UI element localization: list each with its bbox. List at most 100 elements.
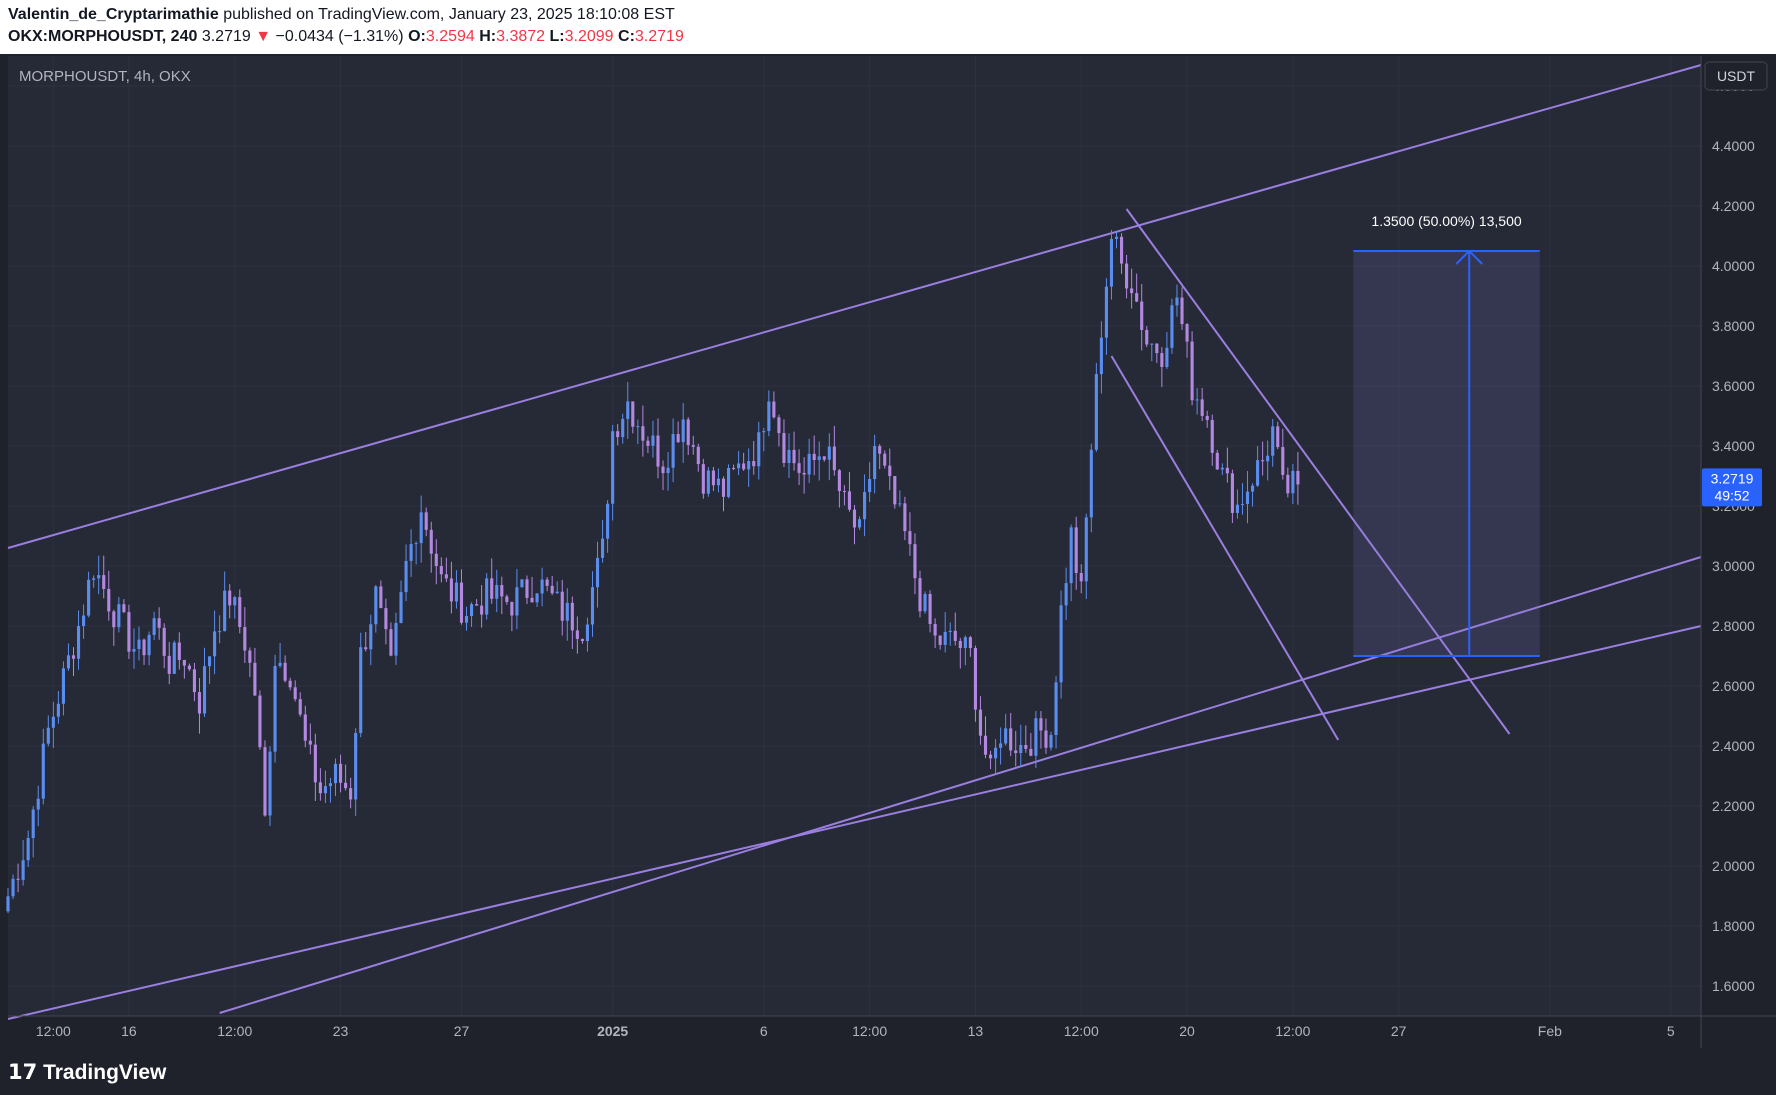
candle-body <box>696 446 700 465</box>
candle-body <box>1004 728 1008 744</box>
time-tick-label: 12:00 <box>1275 1023 1310 1039</box>
candle-body <box>611 431 615 504</box>
candle-body <box>1210 419 1214 453</box>
price-tag-countdown: 49:52 <box>1714 487 1749 503</box>
candle-body <box>666 467 670 474</box>
candle-body <box>812 453 816 460</box>
candle-body <box>1180 297 1184 325</box>
candle-body <box>167 655 171 674</box>
candle-body <box>333 763 338 784</box>
time-tick-label: 27 <box>454 1023 470 1039</box>
candles <box>6 230 1300 914</box>
candle-body <box>233 597 237 606</box>
price-tick-label: 2.0000 <box>1712 858 1755 874</box>
tradingview-logo-text: TradingView <box>43 1061 167 1084</box>
candle-body <box>1079 573 1083 582</box>
candle-body <box>323 786 327 794</box>
price-tag-background <box>1702 468 1762 507</box>
candle-body <box>585 624 590 642</box>
price-chart[interactable]: 1.3500 (50.00%) 13,500 4.60004.40004.200… <box>0 54 1776 1048</box>
candle-body <box>863 492 867 520</box>
price-tick-label: 2.2000 <box>1712 798 1755 814</box>
candle-body <box>1114 236 1119 239</box>
candle-body <box>1014 750 1018 754</box>
price-tick-label: 1.6000 <box>1712 978 1755 994</box>
currency-label: USDT <box>1717 68 1756 84</box>
candle-body <box>510 601 514 616</box>
price-tick-label: 2.8000 <box>1712 618 1755 634</box>
time-axis[interactable]: 12:00 16 12:00 23 27 2025 6 12:00 13 12:00 20 12:00… <box>36 1023 1675 1039</box>
candle-body <box>565 602 569 621</box>
publication-line: Valentin_de_Cryptarimathie published on … <box>8 6 675 24</box>
candle-body <box>288 680 292 688</box>
published-text: published on TradingView.com, January 23… <box>218 6 675 23</box>
candle-body <box>762 431 766 433</box>
candle-body <box>787 449 791 463</box>
time-tick-label: 12:00 <box>36 1023 71 1039</box>
candle-body <box>414 543 418 545</box>
candle-body <box>1160 353 1164 368</box>
chart-legend-title: MORPHOUSDT, 4h, OKX <box>19 68 191 85</box>
candle-body <box>248 650 252 663</box>
candle-body <box>1049 734 1053 748</box>
candle-body <box>757 432 761 467</box>
tradingview-logo[interactable]: 𝟭𝟳 TradingView <box>8 1060 166 1085</box>
price-tick-label: 4.2000 <box>1712 198 1755 214</box>
candle-body <box>938 635 942 645</box>
candle-body <box>1074 527 1078 574</box>
candle-body <box>258 695 262 748</box>
candle-body <box>999 743 1003 748</box>
candle-body <box>837 470 841 492</box>
candle-body <box>213 631 217 657</box>
candle-body <box>1205 415 1209 420</box>
candle-body <box>192 669 196 693</box>
candle-body <box>1200 399 1204 416</box>
candle-body <box>560 591 564 621</box>
candle-body <box>827 446 831 460</box>
candle-body <box>127 612 131 652</box>
author-name[interactable]: Valentin_de_Cryptarimathie <box>8 6 219 23</box>
candle-body <box>873 446 877 480</box>
candle-body <box>883 453 887 466</box>
candle-body <box>1215 452 1219 470</box>
time-tick-label: 12:00 <box>852 1023 887 1039</box>
trendlines[interactable] <box>7 64 1702 1020</box>
candle-body <box>1125 263 1129 289</box>
candle-body <box>404 560 408 593</box>
candle-body <box>475 604 479 606</box>
candle-body <box>943 631 947 645</box>
candle-body <box>278 662 282 666</box>
candle-body <box>701 464 705 494</box>
candle-body <box>1044 730 1048 748</box>
candle-body <box>142 639 146 656</box>
candle-body <box>122 604 126 613</box>
candle-body <box>832 446 836 471</box>
candle-body <box>424 512 428 530</box>
candle-body <box>732 468 736 470</box>
interval-value: 240 <box>170 28 198 45</box>
candle-body <box>399 592 403 624</box>
candle-body <box>21 860 25 880</box>
candle-body <box>616 431 620 438</box>
currency-button[interactable]: USDT <box>1704 61 1768 91</box>
candle-body <box>772 401 776 418</box>
candle-body <box>1145 329 1149 345</box>
candle-body <box>409 544 413 561</box>
candle-body <box>1064 583 1068 606</box>
price-range-measure[interactable]: 1.3500 (50.00%) 13,500 <box>1353 213 1540 657</box>
low-value: 3.2099 <box>564 28 614 45</box>
candle-body <box>671 434 675 468</box>
open-label: O: <box>408 28 426 45</box>
low-label: L: <box>549 28 565 45</box>
high-label: H: <box>479 28 497 45</box>
candle-body <box>197 692 202 714</box>
candle-body <box>656 435 660 467</box>
candle-body <box>253 662 257 696</box>
candle-body <box>852 509 857 528</box>
candle-body <box>1250 485 1255 492</box>
change-down-icon: ▼ <box>255 28 272 45</box>
candle-body <box>626 401 630 419</box>
time-tick-label: 16 <box>121 1023 137 1039</box>
candle-body <box>777 417 781 434</box>
candle-body <box>283 662 287 681</box>
